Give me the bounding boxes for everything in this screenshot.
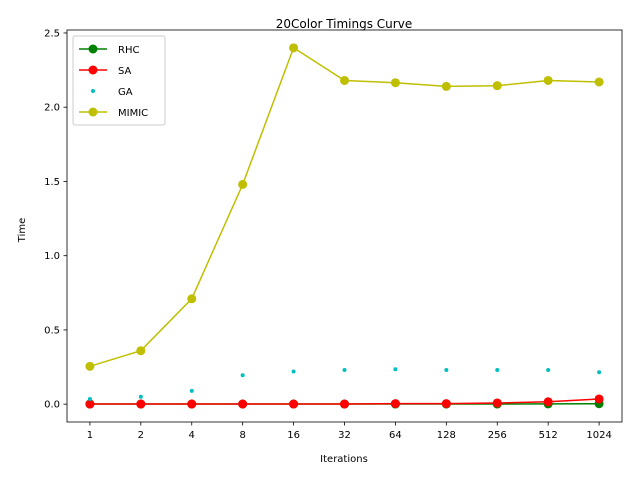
data-point-ga [546, 368, 551, 373]
data-point-mimic [441, 81, 451, 91]
data-point-ga [189, 388, 194, 393]
legend-marker-ga [91, 89, 95, 93]
data-point-sa [238, 399, 248, 409]
data-point-sa [85, 399, 95, 409]
data-point-sa [136, 399, 146, 409]
y-tick-label: 1.5 [44, 177, 60, 188]
x-tick-label: 2 [138, 430, 144, 441]
data-point-mimic [187, 294, 197, 304]
data-point-ga [444, 368, 449, 373]
data-point-mimic [390, 78, 400, 88]
data-point-mimic [340, 75, 349, 85]
data-point-ga [342, 368, 347, 373]
legend-label-sa: SA [118, 66, 132, 77]
x-tick-label: 512 [539, 430, 558, 441]
data-point-sa [289, 399, 299, 409]
x-axis-label: Iterations [320, 454, 368, 465]
x-tick-label: 1024 [586, 430, 611, 441]
x-tick-label: 4 [189, 430, 195, 441]
legend-box [72, 35, 166, 126]
data-point-sa [187, 399, 197, 409]
y-tick-label: 0.5 [44, 325, 60, 336]
x-tick-label: 128 [437, 430, 456, 441]
x-tick-label: 8 [239, 430, 245, 441]
data-point-ga [87, 396, 92, 401]
data-point-ga [393, 367, 398, 372]
legend-label-rhc: RHC [118, 45, 139, 56]
plot-area: 1 2 4 8 16 32 64 128 256 512 1024 0.0 0.5 1.0 1.5 2.0 2.… [44, 28, 612, 441]
legend-label-mimic: MIMIC [118, 108, 148, 119]
legend-marker-rhc [88, 44, 98, 54]
data-point-ga [597, 370, 602, 375]
x-tick-label: 32 [338, 430, 351, 441]
data-point-sa [390, 399, 400, 409]
data-point-mimic [594, 77, 604, 87]
data-point-mimic [238, 179, 248, 189]
plot-frame [66, 29, 623, 423]
data-point-sa [543, 397, 553, 407]
data-point-ga [495, 368, 500, 373]
data-point-ga [240, 373, 245, 378]
data-point-mimic [492, 81, 502, 91]
legend-marker-sa [88, 65, 98, 75]
data-point-sa [441, 399, 451, 409]
y-tick-label: 2.0 [44, 103, 60, 114]
data-point-sa [340, 399, 349, 409]
data-point-mimic [289, 43, 299, 53]
data-point-mimic [85, 361, 95, 371]
x-tick-label: 16 [287, 430, 300, 441]
legend: RHC SA GA MIMIC [72, 35, 166, 126]
y-tick-label: 1.0 [44, 251, 60, 262]
y-axis-label: Time [17, 218, 28, 243]
data-point-mimic [136, 346, 146, 356]
data-point-mimic [543, 75, 553, 85]
x-tick-label: 64 [389, 430, 402, 441]
data-point-sa [492, 398, 502, 408]
data-point-ga [138, 394, 143, 399]
data-point-ga [291, 369, 296, 374]
y-tick-label: 0.0 [44, 400, 60, 411]
y-tick-label: 2.5 [44, 28, 60, 39]
chart-title: 20Color Timings Curve [276, 17, 412, 31]
legend-label-ga: GA [118, 87, 133, 98]
data-point-sa [594, 394, 604, 404]
legend-marker-mimic [88, 107, 98, 117]
x-tick-label: 256 [488, 430, 507, 441]
x-tick-label: 1 [87, 430, 93, 441]
